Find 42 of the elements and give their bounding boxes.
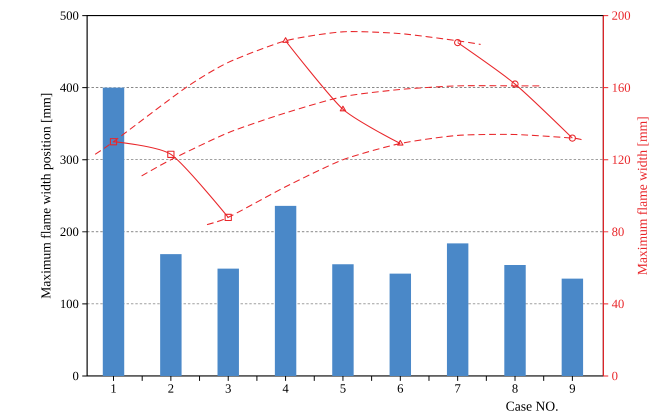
bar bbox=[160, 254, 182, 376]
y2-tick-label: 80 bbox=[612, 228, 624, 236]
x-axis-title: Case NO. bbox=[506, 402, 558, 411]
point bbox=[224, 214, 232, 222]
point bbox=[397, 140, 404, 146]
y2-tick-label: 0 bbox=[612, 372, 618, 380]
y-tick-label: 400 bbox=[60, 83, 78, 92]
x-tick-label: 1 bbox=[111, 384, 116, 393]
y2-tick-label: 40 bbox=[612, 300, 624, 308]
point bbox=[282, 37, 289, 43]
point bbox=[167, 150, 175, 158]
y-tick-label: 0 bbox=[73, 372, 78, 380]
point bbox=[511, 80, 519, 88]
bar bbox=[102, 88, 124, 376]
y2-tick-label: 120 bbox=[612, 156, 630, 164]
y-axis-title: Maximum flame width position [mm] bbox=[40, 94, 54, 298]
x-tick-label: 6 bbox=[398, 384, 404, 393]
y2-axis-title: Maximum flame width [mm] bbox=[637, 117, 649, 275]
point bbox=[340, 106, 346, 112]
bar bbox=[390, 274, 412, 376]
y-tick-label: 100 bbox=[61, 300, 78, 308]
x-tick-label: 9 bbox=[570, 384, 576, 393]
point bbox=[568, 134, 576, 142]
x-tick-label: 4 bbox=[282, 384, 289, 393]
x-tick-label: 2 bbox=[168, 384, 174, 393]
y2-tick-label: 200 bbox=[612, 11, 630, 20]
x-tick-label: 7 bbox=[455, 384, 460, 393]
bar bbox=[562, 278, 584, 376]
x-tick-label: 5 bbox=[340, 384, 346, 393]
bar bbox=[218, 268, 239, 376]
bar bbox=[446, 243, 468, 376]
y-tick-label: 200 bbox=[60, 228, 78, 236]
bar bbox=[332, 264, 354, 376]
x-tick-label: 3 bbox=[226, 384, 231, 393]
bar bbox=[274, 206, 296, 376]
bar bbox=[504, 264, 526, 376]
y2-tick-label: 160 bbox=[612, 83, 630, 92]
y-tick-label: 300 bbox=[60, 156, 78, 164]
point bbox=[110, 138, 118, 146]
y-tick-label: 500 bbox=[60, 11, 78, 20]
x-tick-label: 8 bbox=[512, 384, 518, 393]
point bbox=[454, 38, 462, 46]
